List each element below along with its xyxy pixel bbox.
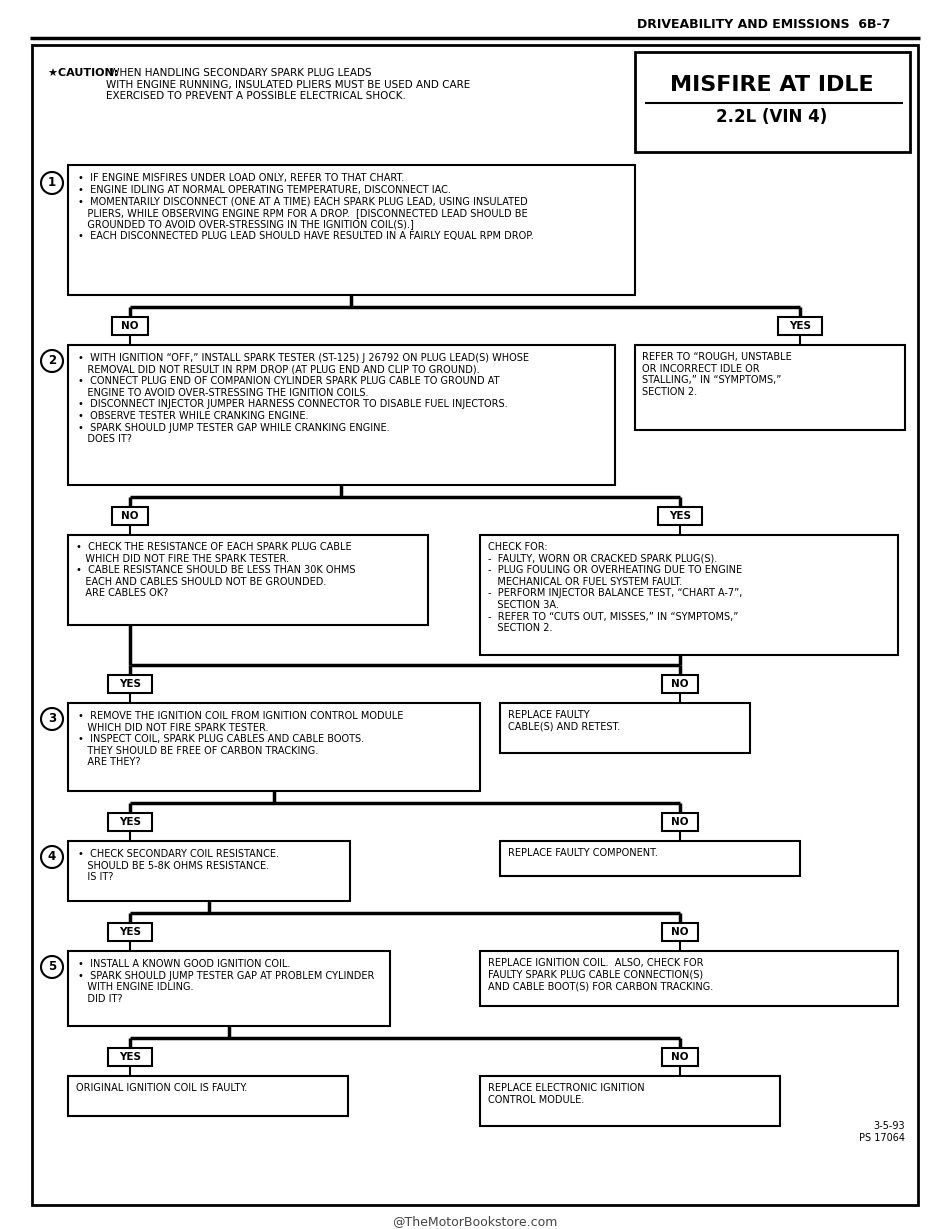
- Bar: [658, 508, 702, 525]
- Text: 5: 5: [48, 961, 56, 973]
- Text: 2.2L (VIN 4): 2.2L (VIN 4): [716, 108, 827, 127]
- Text: MISFIRE AT IDLE: MISFIRE AT IDLE: [670, 75, 874, 95]
- Text: DRIVEABILITY AND EMISSIONS  6B-7: DRIVEABILITY AND EMISSIONS 6B-7: [636, 18, 890, 31]
- Bar: [108, 675, 152, 693]
- Bar: [68, 165, 635, 295]
- Bar: [662, 814, 698, 831]
- Bar: [108, 1048, 152, 1066]
- Bar: [635, 345, 905, 430]
- Text: •  WITH IGNITION “OFF,” INSTALL SPARK TESTER (ST-125) J 26792 ON PLUG LEAD(S) WH: • WITH IGNITION “OFF,” INSTALL SPARK TES…: [78, 353, 529, 444]
- Text: REFER TO “ROUGH, UNSTABLE
OR INCORRECT IDLE OR
STALLING,” IN “SYMPTOMS,”
SECTION: REFER TO “ROUGH, UNSTABLE OR INCORRECT I…: [642, 351, 791, 397]
- Text: ORIGINAL IGNITION COIL IS FAULTY.: ORIGINAL IGNITION COIL IS FAULTY.: [76, 1083, 247, 1093]
- Bar: [480, 535, 898, 655]
- Bar: [68, 1077, 348, 1116]
- Text: NO: NO: [672, 678, 689, 689]
- Bar: [112, 317, 148, 336]
- Text: •  CHECK SECONDARY COIL RESISTANCE.
   SHOULD BE 5-8K OHMS RESISTANCE.
   IS IT?: • CHECK SECONDARY COIL RESISTANCE. SHOUL…: [78, 849, 279, 882]
- Text: NO: NO: [122, 321, 139, 331]
- Text: •  CHECK THE RESISTANCE OF EACH SPARK PLUG CABLE
   WHICH DID NOT FIRE THE SPARK: • CHECK THE RESISTANCE OF EACH SPARK PLU…: [76, 542, 355, 599]
- Text: YES: YES: [119, 817, 141, 827]
- Bar: [68, 345, 615, 485]
- Bar: [108, 814, 152, 831]
- Text: ★CAUTION:: ★CAUTION:: [48, 68, 123, 77]
- Text: 3-5-93
PS 17064: 3-5-93 PS 17064: [859, 1121, 905, 1143]
- Bar: [662, 675, 698, 693]
- Text: NO: NO: [672, 1052, 689, 1062]
- Text: YES: YES: [119, 1052, 141, 1062]
- Bar: [662, 1048, 698, 1066]
- Text: WHEN HANDLING SECONDARY SPARK PLUG LEADS
WITH ENGINE RUNNING, INSULATED PLIERS M: WHEN HANDLING SECONDARY SPARK PLUG LEADS…: [106, 68, 470, 101]
- Text: 3: 3: [48, 713, 56, 725]
- Bar: [68, 703, 480, 791]
- Text: REPLACE ELECTRONIC IGNITION
CONTROL MODULE.: REPLACE ELECTRONIC IGNITION CONTROL MODU…: [488, 1083, 645, 1105]
- Text: REPLACE FAULTY
CABLE(S) AND RETEST.: REPLACE FAULTY CABLE(S) AND RETEST.: [508, 710, 620, 731]
- Bar: [68, 951, 390, 1026]
- Bar: [68, 535, 428, 626]
- Text: YES: YES: [669, 511, 691, 521]
- Text: NO: NO: [122, 511, 139, 521]
- Text: REPLACE IGNITION COIL.  ALSO, CHECK FOR
FAULTY SPARK PLUG CABLE CONNECTION(S)
AN: REPLACE IGNITION COIL. ALSO, CHECK FOR F…: [488, 957, 713, 992]
- Text: YES: YES: [119, 678, 141, 689]
- Text: •  INSTALL A KNOWN GOOD IGNITION COIL.
•  SPARK SHOULD JUMP TESTER GAP AT PROBLE: • INSTALL A KNOWN GOOD IGNITION COIL. • …: [78, 959, 374, 1004]
- Text: @TheMotorBookstore.com: @TheMotorBookstore.com: [392, 1215, 558, 1228]
- Text: YES: YES: [119, 927, 141, 936]
- Bar: [108, 923, 152, 941]
- Text: NO: NO: [672, 817, 689, 827]
- Bar: [68, 841, 350, 901]
- Text: •  IF ENGINE MISFIRES UNDER LOAD ONLY, REFER TO THAT CHART.
•  ENGINE IDLING AT : • IF ENGINE MISFIRES UNDER LOAD ONLY, RE…: [78, 173, 534, 241]
- Bar: [500, 703, 750, 753]
- Bar: [662, 923, 698, 941]
- Text: •  REMOVE THE IGNITION COIL FROM IGNITION CONTROL MODULE
   WHICH DID NOT FIRE S: • REMOVE THE IGNITION COIL FROM IGNITION…: [78, 712, 404, 767]
- Bar: [778, 317, 822, 336]
- Text: CHECK FOR:
-  FAULTY, WORN OR CRACKED SPARK PLUG(S).
-  PLUG FOULING OR OVERHEAT: CHECK FOR: - FAULTY, WORN OR CRACKED SPA…: [488, 542, 742, 633]
- Bar: [112, 508, 148, 525]
- Text: 4: 4: [48, 850, 56, 864]
- Text: YES: YES: [789, 321, 811, 331]
- Bar: [480, 951, 898, 1007]
- Bar: [500, 841, 800, 876]
- Text: 1: 1: [48, 177, 56, 189]
- Text: 2: 2: [48, 354, 56, 367]
- Bar: [480, 1077, 780, 1126]
- Text: NO: NO: [672, 927, 689, 936]
- Bar: [635, 52, 910, 152]
- Text: REPLACE FAULTY COMPONENT.: REPLACE FAULTY COMPONENT.: [508, 848, 657, 858]
